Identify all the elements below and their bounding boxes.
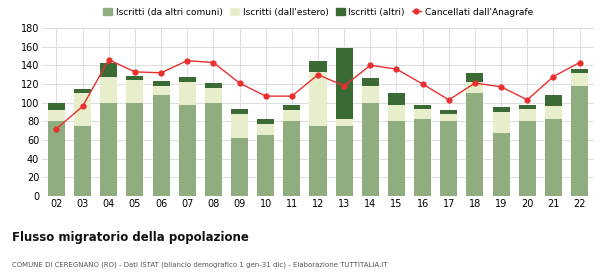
- Bar: [388, 93, 405, 104]
- Bar: [100, 103, 117, 196]
- Bar: [414, 109, 431, 118]
- Bar: [571, 69, 588, 73]
- Bar: [440, 110, 457, 114]
- Bar: [466, 82, 484, 93]
- Bar: [414, 106, 431, 109]
- Bar: [362, 86, 379, 103]
- Bar: [179, 82, 196, 106]
- Bar: [466, 73, 484, 82]
- Bar: [335, 120, 353, 126]
- Bar: [205, 103, 222, 196]
- Bar: [205, 88, 222, 103]
- Bar: [310, 61, 326, 72]
- Bar: [493, 132, 509, 196]
- Bar: [283, 106, 301, 110]
- Bar: [152, 81, 170, 86]
- Bar: [257, 135, 274, 196]
- Bar: [205, 83, 222, 88]
- Bar: [48, 110, 65, 121]
- Bar: [545, 95, 562, 106]
- Bar: [519, 104, 536, 109]
- Bar: [440, 121, 457, 196]
- Bar: [519, 121, 536, 196]
- Bar: [388, 121, 405, 196]
- Bar: [127, 76, 143, 80]
- Bar: [152, 86, 170, 95]
- Bar: [179, 106, 196, 196]
- Bar: [310, 72, 326, 126]
- Bar: [231, 138, 248, 196]
- Bar: [48, 103, 65, 110]
- Bar: [257, 124, 274, 135]
- Bar: [335, 48, 353, 120]
- Bar: [231, 114, 248, 138]
- Bar: [362, 103, 379, 196]
- Bar: [493, 107, 509, 112]
- Text: COMUNE DI CEREGNANO (RO) - Dati ISTAT (bilancio demografico 1 gen-31 dic) - Elab: COMUNE DI CEREGNANO (RO) - Dati ISTAT (b…: [12, 262, 388, 268]
- Bar: [466, 93, 484, 196]
- Legend: Iscritti (da altri comuni), Iscritti (dall'estero), Iscritti (altri), Cancellati: Iscritti (da altri comuni), Iscritti (da…: [100, 4, 536, 20]
- Bar: [493, 112, 509, 132]
- Bar: [388, 104, 405, 121]
- Bar: [571, 73, 588, 86]
- Bar: [335, 126, 353, 196]
- Bar: [283, 110, 301, 121]
- Bar: [362, 78, 379, 86]
- Bar: [440, 114, 457, 121]
- Bar: [48, 121, 65, 196]
- Bar: [257, 118, 274, 124]
- Text: Flusso migratorio della popolazione: Flusso migratorio della popolazione: [12, 231, 249, 244]
- Bar: [310, 126, 326, 196]
- Bar: [152, 95, 170, 196]
- Bar: [127, 80, 143, 103]
- Bar: [231, 109, 248, 114]
- Bar: [519, 109, 536, 121]
- Bar: [414, 118, 431, 196]
- Bar: [100, 64, 117, 76]
- Bar: [74, 126, 91, 196]
- Bar: [127, 103, 143, 196]
- Bar: [545, 106, 562, 118]
- Bar: [283, 121, 301, 196]
- Bar: [74, 93, 91, 126]
- Bar: [100, 76, 117, 103]
- Bar: [74, 89, 91, 93]
- Bar: [571, 86, 588, 196]
- Bar: [179, 76, 196, 82]
- Bar: [545, 118, 562, 196]
